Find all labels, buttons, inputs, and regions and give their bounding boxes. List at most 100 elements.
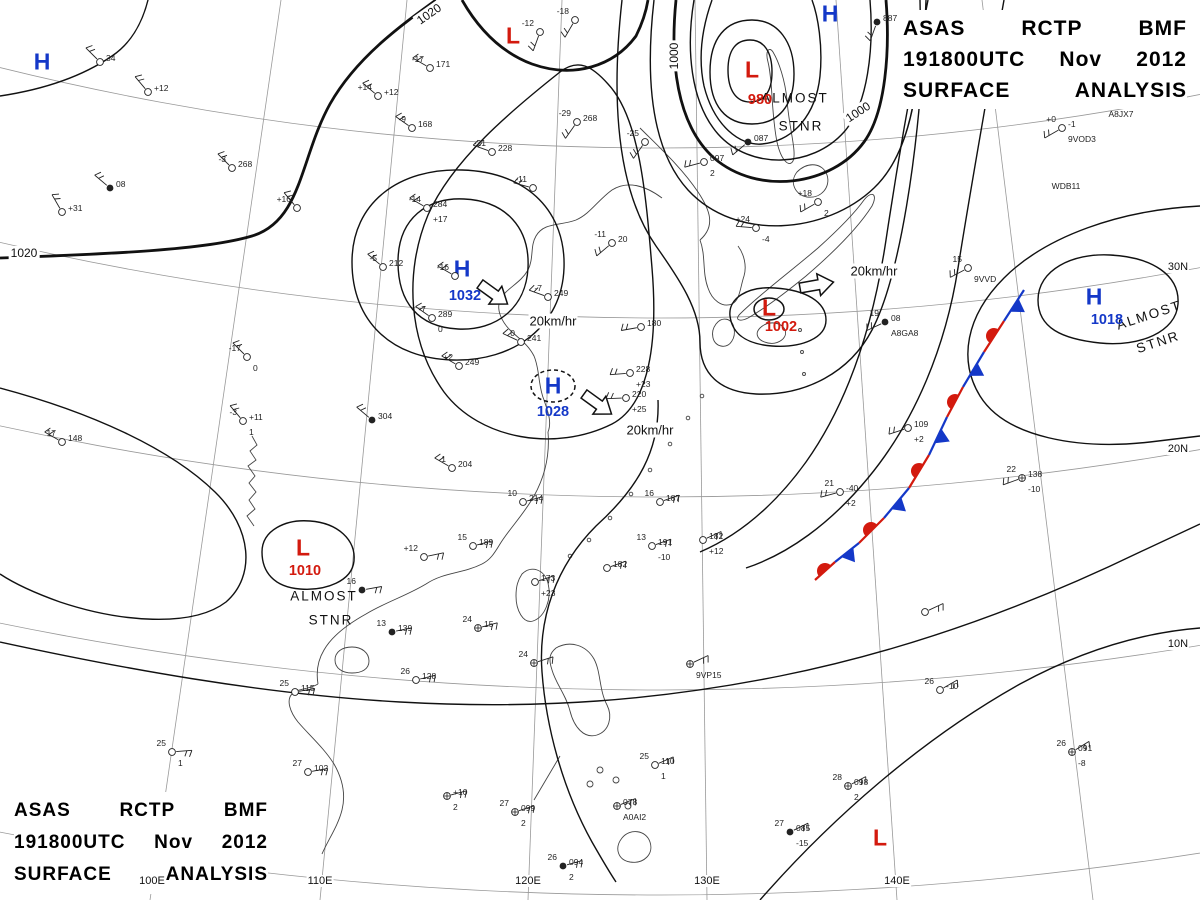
station-temperature: -18 <box>556 6 569 16</box>
visayas-islands <box>586 766 632 810</box>
wind-barb-icon <box>684 158 708 168</box>
isobar-topleft <box>0 0 149 97</box>
title-line-2: 191800UTC Nov 2012 <box>14 827 268 859</box>
station-temperature: -3 <box>229 407 237 417</box>
station-pressure: 241 <box>527 333 542 343</box>
wind-barb-icon <box>304 768 329 776</box>
pressure-center-letter: H <box>544 372 562 399</box>
pressure-center-letter: L <box>505 22 521 49</box>
isobar-996 <box>689 0 872 161</box>
pressure-center-letter: H <box>821 0 839 27</box>
movement-arrow <box>798 272 835 298</box>
station-pressure: 228 <box>498 143 513 153</box>
station-temperature: -9 <box>398 114 406 124</box>
station-extra: 2 <box>569 872 574 882</box>
station-extra: 9VVD <box>974 274 997 284</box>
station-pressure: 139 <box>398 623 413 633</box>
station-extra: +12 <box>709 546 724 556</box>
wind-barb-icon <box>434 453 456 472</box>
station-pressure: 097 <box>710 153 725 163</box>
wind-barb-icon <box>527 28 544 52</box>
station-extra: 2 <box>521 818 526 828</box>
title-word: RCTP <box>119 800 176 821</box>
station-temperature: -17 <box>411 54 424 64</box>
station-temperature: 10 <box>507 488 517 498</box>
station-temperature: -21 <box>473 138 486 148</box>
wind-barb-icon <box>134 74 152 96</box>
wind-barb-icon <box>613 798 636 810</box>
station-pressure: +12 <box>384 87 399 97</box>
wind-barb-icon <box>85 45 104 66</box>
wind-barb-icon <box>735 219 760 232</box>
station-temperature: 19 <box>869 308 879 318</box>
dashed-ring-h1028 <box>530 369 576 403</box>
station-temperature: +18 <box>797 188 812 198</box>
isobar-1016-mid <box>540 399 659 883</box>
station-temperature: 26 <box>400 666 410 676</box>
station-pressure: 180 <box>647 318 662 328</box>
front-layer <box>814 289 1025 581</box>
cold-front-triangle <box>968 362 985 376</box>
wind-barb-icon <box>603 560 627 572</box>
wind-barb-icon <box>443 790 467 800</box>
coastline-layer <box>246 49 875 863</box>
station-temperature: +0 <box>1046 114 1056 124</box>
wind-barb-icon <box>528 284 552 301</box>
station-temperature: 26 <box>1056 738 1066 748</box>
isobar-1016-right <box>967 205 1200 445</box>
station-temperature: 16 <box>644 488 654 498</box>
wind-barb-icon <box>168 748 193 757</box>
station-pressure: 204 <box>458 459 473 469</box>
title-word: BMF <box>1138 17 1187 40</box>
station-pressure: 099 <box>521 803 536 813</box>
station-temperature: 16 <box>346 576 356 586</box>
island-dot <box>612 776 620 784</box>
wind-barb-icon <box>560 16 579 38</box>
warm-front-semicircle <box>911 463 924 478</box>
longitude-line <box>694 0 708 900</box>
station-temperature: -11 <box>515 174 527 184</box>
title-line-3: SURFACE ANALYSIS <box>903 75 1187 106</box>
isobar-trough-west2 <box>745 0 1005 569</box>
wind-barb-icon <box>799 198 822 213</box>
station-temperature: 15 <box>457 532 467 542</box>
wind-barb-icon <box>441 351 463 370</box>
station-temperature: +14 <box>357 82 372 92</box>
wind-barb-icon <box>356 403 376 424</box>
station-pressure: 212 <box>389 258 404 268</box>
isobar-1024-loop <box>412 64 655 440</box>
station-pressure: 08 <box>116 179 126 189</box>
station-extra: +25 <box>632 404 647 414</box>
wind-barb-icon <box>44 427 66 446</box>
station-extra: -10 <box>1028 484 1041 494</box>
wind-barb-icon <box>217 151 236 172</box>
station-temperature: 27 <box>292 758 302 768</box>
station-pressure: 249 <box>465 357 480 367</box>
wind-barb-icon <box>519 496 543 506</box>
station-pressure: 173 <box>541 573 556 583</box>
title-word: ANALYSIS <box>165 864 268 885</box>
station-extra: 1 <box>661 771 666 781</box>
station-pressure: 087 <box>754 133 769 143</box>
station-pressure: 191 <box>658 537 673 547</box>
station-pressure: 148 <box>68 433 83 443</box>
station-pressure: 189 <box>479 537 494 547</box>
wind-barb-icon <box>730 138 752 156</box>
pressure-center-letter: L <box>295 534 311 561</box>
title-block-bottom-left: ASAS RCTP BMF 191800UTC Nov 2012 SURFACE ANAL… <box>14 792 268 894</box>
station-extra: +2 <box>914 434 924 444</box>
station-pressure: 110 <box>661 756 675 766</box>
coastline-hainan <box>334 646 370 674</box>
latitude-label: 10N <box>1166 638 1190 650</box>
station-pressure: 098 <box>854 777 869 787</box>
wind-barb-icon <box>609 368 634 377</box>
almost-stationary-note: STNR <box>778 118 824 134</box>
wind-barb-icon <box>1068 741 1091 756</box>
station-temperature: +16 <box>276 194 291 204</box>
station-temperature: +12 <box>403 543 418 553</box>
station-pressure: 115 <box>301 683 315 693</box>
title-word: Nov <box>154 832 194 853</box>
title-word: ANALYSIS <box>1074 79 1187 102</box>
annotation-layer <box>476 272 835 415</box>
